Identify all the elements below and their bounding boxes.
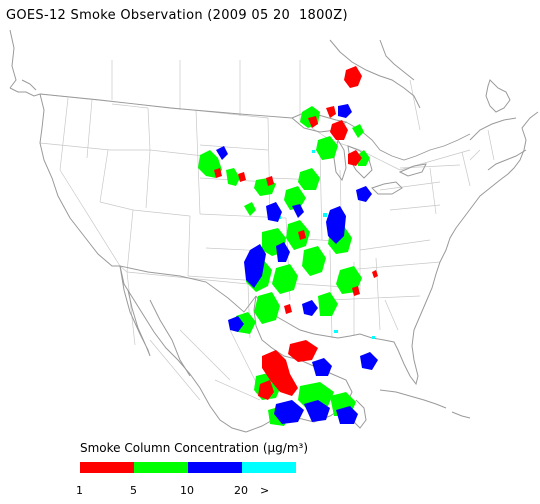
legend-segment-10-20 [188, 462, 242, 473]
map-title: GOES-12 Smoke Observation (2009 05 20 18… [6, 8, 348, 23]
legend-title: Smoke Column Concentration (µg/m³) [80, 441, 308, 455]
smoke-plume [198, 66, 378, 426]
legend-segment-1-5 [80, 462, 134, 473]
country-borders [39, 93, 471, 313]
legend-tick-20: 20 [234, 484, 248, 497]
legend-tick-greater: > [260, 484, 270, 497]
legend-segment-over-20 [242, 462, 296, 473]
legend-segment-5-10 [134, 462, 188, 473]
legend-color-bar [80, 462, 296, 473]
legend-tick-10: 10 [180, 484, 194, 497]
state-boundaries [39, 60, 495, 401]
legend-tick-1: 1 [76, 484, 83, 497]
legend-tick-5: 5 [130, 484, 137, 497]
